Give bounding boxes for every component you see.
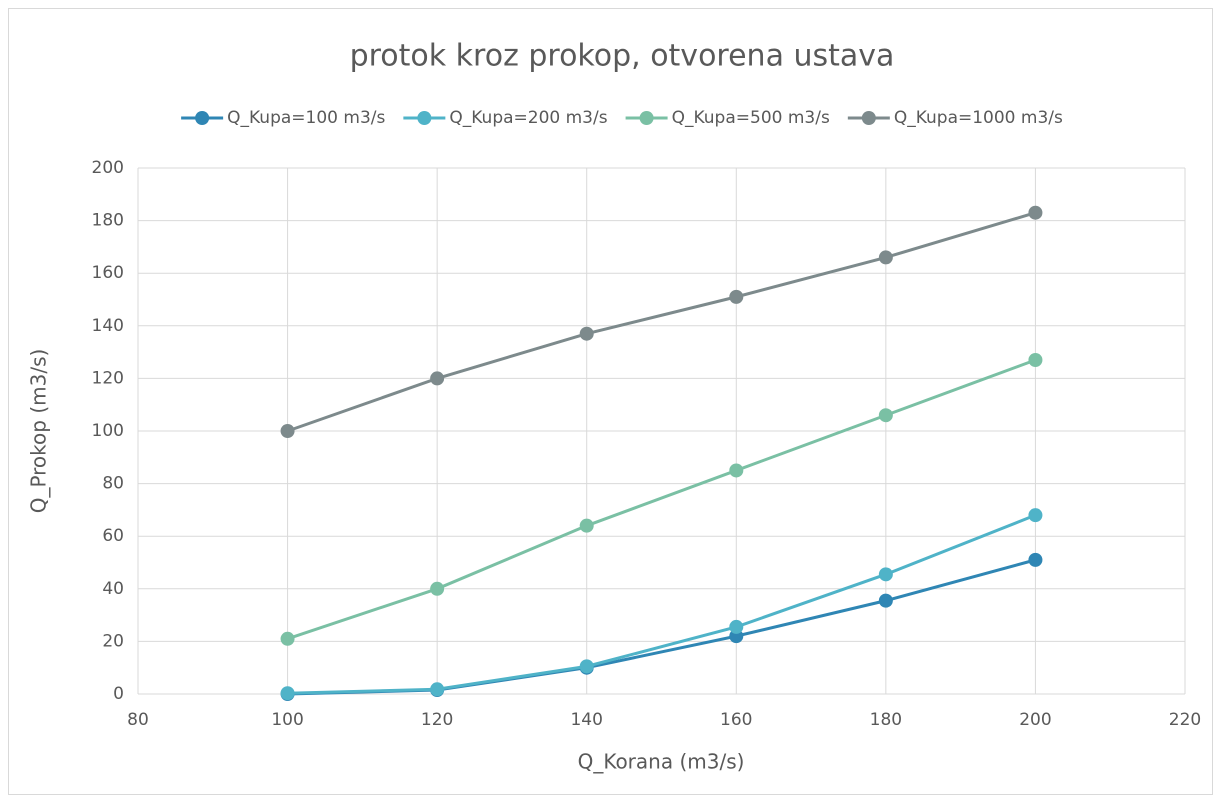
legend-label: Q_Kupa=1000 m3/s (894, 108, 1063, 128)
y-tick-label: 200 (92, 158, 124, 178)
x-axis-label: Q_Korana (m3/s) (578, 750, 745, 774)
x-tick-label: 80 (127, 710, 149, 730)
x-tick-label: 180 (870, 710, 902, 730)
data-point (878, 250, 893, 265)
legend-item: Q_Kupa=100 m3/s (181, 108, 385, 128)
y-tick-label: 80 (102, 474, 124, 494)
x-tick-label: 220 (1169, 710, 1201, 730)
x-tick-label: 100 (271, 710, 303, 730)
data-point (729, 289, 744, 304)
y-tick-label: 40 (102, 579, 124, 599)
x-tick-label: 120 (421, 710, 453, 730)
data-point (430, 581, 445, 596)
data-point (280, 686, 295, 701)
data-point (729, 463, 744, 478)
legend-item: Q_Kupa=1000 m3/s (847, 108, 1063, 128)
series-line (287, 211, 1036, 433)
y-tick-label: 100 (92, 421, 124, 441)
data-point (280, 631, 295, 646)
series-line (287, 358, 1036, 641)
data-point (430, 371, 445, 386)
legend-label: Q_Kupa=500 m3/s (672, 108, 830, 128)
legend-label: Q_Kupa=200 m3/s (449, 108, 607, 128)
y-tick-label: 60 (102, 526, 124, 546)
data-point (430, 682, 445, 697)
data-point (878, 567, 893, 582)
data-point (729, 619, 744, 634)
legend-label: Q_Kupa=100 m3/s (227, 108, 385, 128)
data-point (1028, 508, 1043, 523)
data-point (579, 659, 594, 674)
y-tick-label: 160 (92, 263, 124, 283)
x-tick-label: 140 (570, 710, 602, 730)
legend: Q_Kupa=100 m3/s Q_Kupa=200 m3/s Q_Kupa=500… (181, 108, 1063, 128)
y-tick-label: 0 (113, 684, 124, 704)
legend-marker (639, 111, 654, 125)
y-axis-label: Q_Prokop (m3/s) (27, 349, 51, 514)
y-tick-label: 120 (92, 368, 124, 388)
data-point (1028, 205, 1043, 220)
y-tick-label: 20 (102, 631, 124, 651)
legend-marker (195, 111, 210, 125)
legend-item: Q_Kupa=500 m3/s (625, 108, 830, 128)
data-point (1028, 352, 1043, 367)
legend-marker (861, 111, 876, 125)
data-point (579, 326, 594, 341)
y-tick-label: 180 (92, 211, 124, 231)
data-point (579, 518, 594, 533)
x-tick-label: 160 (720, 710, 752, 730)
y-tick-label: 140 (92, 316, 124, 336)
legend-marker (417, 111, 432, 125)
data-point (280, 424, 295, 438)
x-tick-label: 200 (1019, 710, 1051, 730)
data-point (878, 593, 893, 608)
chart-title: protok kroz prokop, otvorena ustava (350, 39, 895, 74)
series-line (287, 513, 1036, 695)
legend-item: Q_Kupa=200 m3/s (403, 108, 608, 128)
data-point (878, 408, 893, 423)
data-point (1028, 552, 1043, 567)
